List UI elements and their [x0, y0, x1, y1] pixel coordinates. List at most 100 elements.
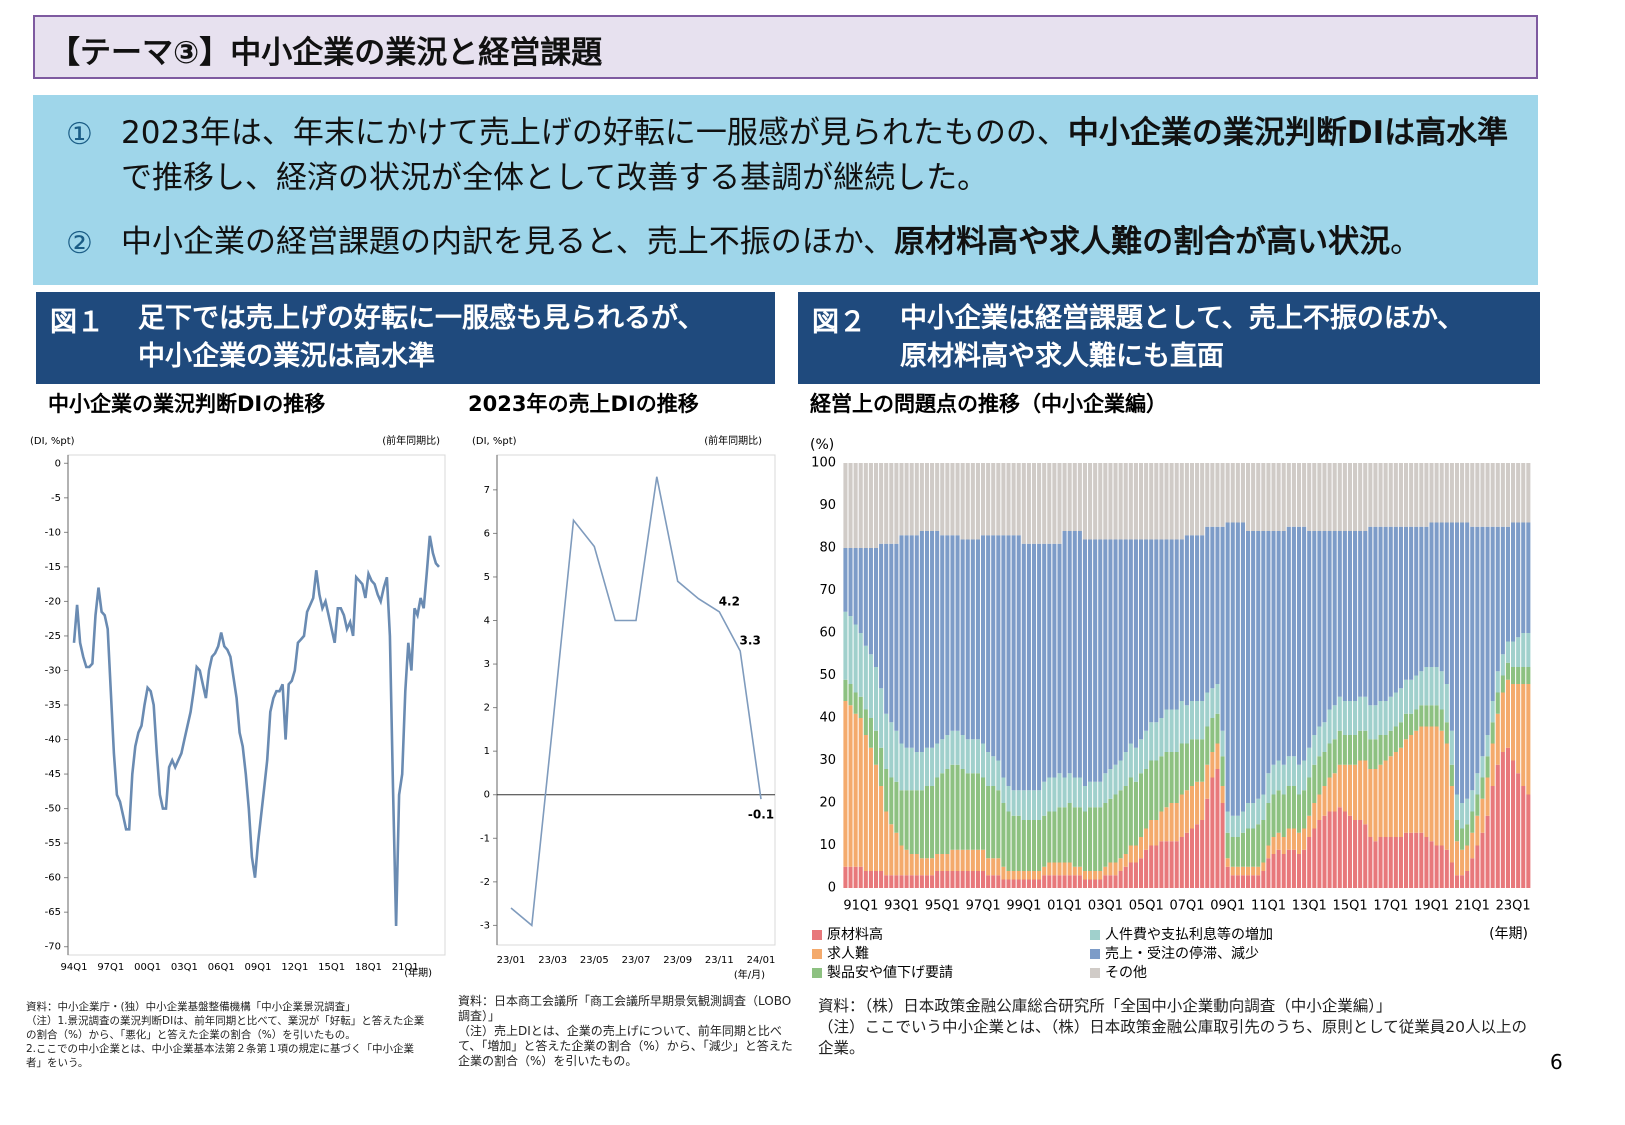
- bar-segment: [1409, 735, 1414, 833]
- bar-segment: [1246, 828, 1251, 867]
- bar-segment: [1454, 875, 1460, 888]
- bar-segment: [1322, 531, 1327, 723]
- bar-segment: [924, 875, 930, 888]
- bar-segment: [1006, 786, 1011, 812]
- bar-segment: [853, 692, 858, 714]
- x-tick-label: 06Q1: [208, 962, 235, 973]
- x-tick-label: 11Q1: [1251, 899, 1286, 914]
- bar-segment: [955, 730, 960, 765]
- bar-segment: [1526, 522, 1531, 633]
- bar-segment: [1383, 735, 1388, 761]
- bar-segment: [1347, 764, 1353, 816]
- bar-segment: [1368, 526, 1373, 706]
- bar-segment: [940, 854, 945, 871]
- bar-segment: [924, 747, 930, 786]
- bar-segment: [1189, 739, 1195, 786]
- bar-segment: [1368, 739, 1373, 769]
- bar-segment: [1281, 531, 1286, 765]
- bar-segment: [1500, 692, 1505, 752]
- source-line: 資料：（株）日本政策金融公庫総合研究所「全国中小企業動向調査（中小企業編）」: [818, 997, 1392, 1015]
- bar-segment: [1261, 794, 1266, 820]
- y-tick-label: 80: [819, 541, 836, 556]
- bar-segment: [1373, 739, 1378, 769]
- bar-segment: [1072, 875, 1077, 888]
- bar-segment: [1205, 726, 1210, 765]
- bar-segment: [848, 616, 853, 684]
- bar-segment: [914, 752, 919, 791]
- bar-segment: [1026, 879, 1031, 888]
- bar-segment: [1286, 526, 1291, 757]
- bar-segment: [1088, 879, 1093, 888]
- caption-line: 中小企業の業況は高水準: [138, 341, 435, 372]
- bar-segment: [1383, 701, 1388, 735]
- bar-segment: [879, 543, 884, 689]
- x-tick-label: 99Q1: [1006, 899, 1041, 914]
- bar-segment: [899, 845, 904, 876]
- bar-segment: [1215, 684, 1220, 714]
- bar-segment: [1291, 756, 1296, 786]
- bar-segment: [975, 773, 980, 850]
- bar-segment: [1026, 820, 1031, 871]
- bar-segment: [1460, 803, 1465, 829]
- bar-segment: [1322, 786, 1327, 816]
- bar-segment: [965, 849, 970, 871]
- bar-segment: [1021, 463, 1026, 544]
- bar-segment: [879, 871, 884, 888]
- bar-segment: [1271, 531, 1276, 765]
- bar-segment: [1347, 463, 1353, 531]
- bar-segment: [1444, 743, 1449, 850]
- y-tick-label: -25: [45, 631, 61, 642]
- bar-segment: [1174, 841, 1179, 888]
- bar-segment: [986, 875, 991, 888]
- legend-label: 求人難: [827, 946, 869, 962]
- bar-segment: [1312, 803, 1317, 829]
- bar-segment: [945, 871, 950, 888]
- bar-segment: [1082, 463, 1088, 540]
- bar-segment: [935, 777, 940, 854]
- bar-segment: [879, 747, 884, 786]
- bar-segment: [1093, 879, 1098, 888]
- bar-segment: [1138, 539, 1144, 740]
- bar-segment: [1088, 781, 1093, 808]
- x-tick-label: 09Q1: [1210, 899, 1245, 914]
- bar-segment: [1169, 803, 1174, 842]
- bar-segment: [899, 790, 904, 846]
- bar-segment: [1113, 875, 1118, 888]
- figure-caption: 図１ 足下では売上げの好転に一服感も見られるが、 中小企業の業況は高水準: [36, 292, 775, 384]
- bar-segment: [1317, 820, 1322, 888]
- bar-segment: [1042, 781, 1047, 816]
- bar-segment: [1505, 747, 1510, 888]
- bar-segment: [1235, 837, 1240, 867]
- bar-segment: [853, 713, 858, 867]
- bar-segment: [1327, 777, 1332, 812]
- bar-segment: [1037, 820, 1042, 871]
- bar-segment: [1444, 722, 1449, 744]
- bar-segment: [1511, 641, 1516, 667]
- bar-segment: [873, 463, 879, 548]
- page-number: 6: [1550, 1050, 1563, 1074]
- bar-segment: [1088, 463, 1093, 540]
- bar-segment: [1388, 526, 1393, 697]
- data-line: [510, 476, 762, 927]
- bar-segment: [1098, 463, 1103, 540]
- bar-segment: [1521, 667, 1526, 684]
- bar-segment: [1123, 786, 1128, 854]
- summary-text: 中小企業の業況判断DIは高水準: [1067, 115, 1509, 151]
- bar-segment: [1388, 730, 1393, 757]
- bar-segment: [1398, 837, 1403, 888]
- bar-segment: [1154, 760, 1159, 820]
- bar-segment: [1154, 539, 1159, 723]
- bar-segment: [1516, 522, 1521, 638]
- bar-segment: [1500, 463, 1505, 527]
- bar-segment: [1042, 866, 1047, 876]
- bar-segment: [1368, 463, 1373, 527]
- bar-segment: [1149, 539, 1154, 723]
- bar-segment: [868, 548, 873, 655]
- bar-segment: [1011, 463, 1016, 536]
- data-line: [72, 535, 440, 927]
- bar-segment: [1195, 781, 1200, 825]
- bar-segment: [950, 871, 955, 888]
- bar-segment: [1077, 807, 1082, 867]
- bar-segment: [1500, 654, 1505, 676]
- bar-segment: [1291, 463, 1296, 527]
